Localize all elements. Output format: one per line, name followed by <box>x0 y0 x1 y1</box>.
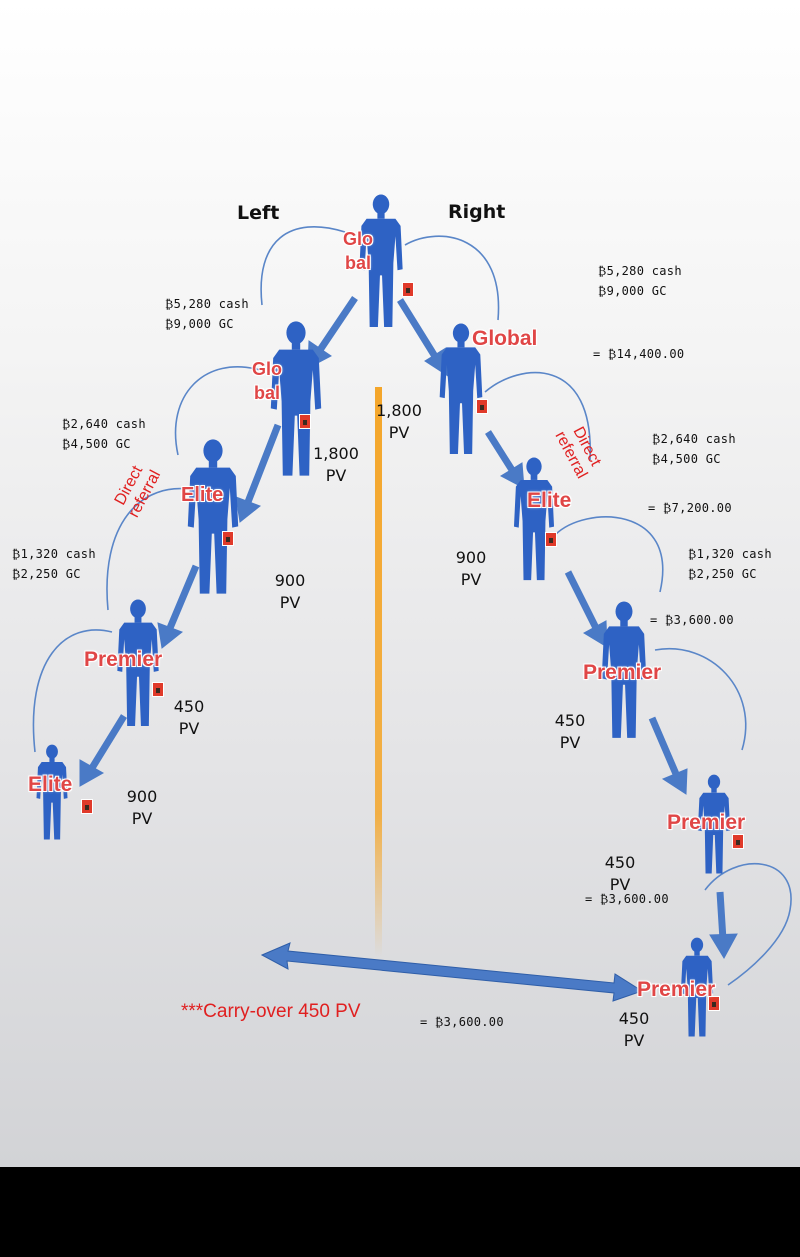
bottom-bar <box>0 1167 800 1257</box>
payout-left-global: ₿5,280 cash ₿9,000 GC <box>165 297 249 331</box>
payout-right-global: ₿5,280 cash ₿9,000 GC <box>598 264 682 298</box>
arrow-icon <box>709 891 738 960</box>
pv-left-global: 1,800 PV <box>313 444 359 485</box>
rank-label-left-elite: Elite <box>181 484 224 506</box>
total-right-premier-2: = ₿3,600.00 <box>585 892 669 906</box>
carry-over-label: ***Carry-over 450 PV <box>181 1001 361 1022</box>
rank-label-right-premier-2: Premier <box>667 811 746 834</box>
double-arrow-icon <box>260 942 644 1002</box>
badge-icon <box>545 532 557 547</box>
person-icon <box>439 323 483 454</box>
pv-right-premier-2: 450 PV <box>604 853 636 894</box>
rank-label-right-elite: Elite <box>527 489 572 512</box>
diagram-canvas: Left Right Glo bal Glo bal Global Elite … <box>0 0 800 1167</box>
arrow-icon <box>564 570 608 648</box>
rank-label-right-premier-3: Premier <box>637 978 716 1001</box>
curve-arrow-icon <box>484 371 591 461</box>
arrow-icon <box>397 298 449 377</box>
pv-right-premier-3: 450 PV <box>618 1009 650 1050</box>
arrow-icon <box>485 430 525 489</box>
person-icon <box>680 937 714 1037</box>
person-icon <box>359 194 403 327</box>
curve-arrow-icon <box>174 366 261 456</box>
curve-arrow-icon <box>32 629 113 753</box>
person-icon <box>270 321 322 476</box>
badge-icon <box>476 399 488 414</box>
badge-icon <box>222 531 234 546</box>
person-icon <box>601 601 647 738</box>
payout-right-elite: ₿2,640 cash ₿4,500 GC <box>652 432 736 466</box>
person-icon <box>513 457 555 581</box>
curve-arrow-icon <box>554 516 664 593</box>
carry-over-total: = ₿3,600.00 <box>420 1015 504 1029</box>
curve-arrow-icon <box>404 235 500 321</box>
pv-center: 1,800 PV <box>376 401 422 442</box>
arrow-icon <box>157 564 200 649</box>
payout-left-elite: ₿2,640 cash ₿4,500 GC <box>62 417 146 451</box>
person-icon <box>117 599 159 727</box>
center-divider <box>375 387 382 957</box>
rank-label-top-global: Glo bal <box>343 229 373 273</box>
person-icon <box>36 744 68 840</box>
payout-left-premier: ₿1,320 cash ₿2,250 GC <box>12 547 96 581</box>
rank-label-left-premier: Premier <box>84 648 163 671</box>
badge-icon <box>708 996 720 1011</box>
curve-arrow-icon <box>106 487 196 611</box>
person-icon <box>697 774 731 874</box>
right-leg-heading: Right <box>448 201 506 223</box>
left-leg-heading: Left <box>237 202 280 224</box>
rank-label-left-bottom-elite: Elite <box>28 773 73 796</box>
badge-icon <box>732 834 744 849</box>
badge-icon <box>81 799 93 814</box>
badge-icon <box>402 282 414 297</box>
diagram-graphics <box>32 194 792 1037</box>
total-right-premier-1: = ₿3,600.00 <box>650 613 734 627</box>
pv-left-bottom-elite: 900 PV <box>126 787 158 828</box>
arrow-icon <box>79 714 127 787</box>
rank-label-right-premier-1: Premier <box>583 661 662 684</box>
curve-arrow-icon <box>654 647 747 751</box>
person-icon <box>187 439 239 594</box>
pv-left-elite: 900 PV <box>274 571 306 612</box>
badge-icon <box>299 414 311 429</box>
total-right-global: = ₿14,400.00 <box>593 347 685 361</box>
rank-label-right-global: Global <box>472 327 538 350</box>
arrow-icon <box>235 423 282 523</box>
payout-right-premier: ₿1,320 cash ₿2,250 GC <box>688 547 772 581</box>
pv-left-premier: 450 PV <box>173 697 205 738</box>
total-right-elite: = ₿7,200.00 <box>648 501 732 515</box>
curve-arrow-icon <box>704 862 792 986</box>
pv-right-elite: 900 PV <box>455 548 487 589</box>
arrow-icon <box>648 716 688 795</box>
pv-right-premier-1: 450 PV <box>554 711 586 752</box>
rank-label-left-global: Glo bal <box>252 359 282 403</box>
badge-icon <box>152 682 164 697</box>
curve-arrow-icon <box>260 226 346 306</box>
